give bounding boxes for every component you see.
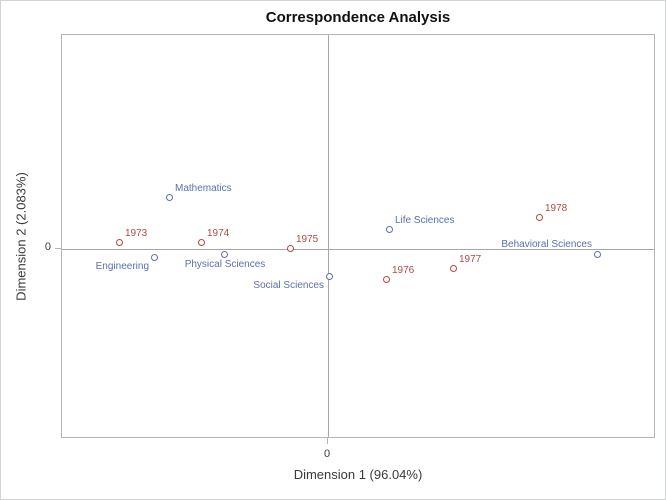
data-point-label: Physical Sciences: [184, 259, 266, 270]
data-point-label: 1978: [545, 203, 568, 214]
data-point-marker: [198, 239, 205, 246]
plot-area: 1973 1974 1975 1976 1977 1978 Mathematics Engin…: [61, 34, 655, 438]
x-axis-label: Dimension 1 (96.04%): [293, 467, 423, 482]
data-point-label: 1977: [459, 254, 482, 265]
y-axis-tick: [55, 248, 61, 249]
data-point-marker: [326, 273, 333, 280]
x-axis-tick: [327, 438, 328, 444]
data-point-label: Engineering: [95, 261, 149, 272]
data-point-marker: [116, 239, 123, 246]
y-axis-tick-label: 0: [44, 241, 51, 253]
data-point-marker: [386, 226, 393, 233]
y-axis-label: Dimension 2 (2.083%): [13, 172, 29, 301]
data-point-label: Behavioral Sciences: [501, 239, 592, 250]
data-point-label: 1976: [392, 265, 415, 276]
data-point-marker: [536, 214, 543, 221]
data-point-label: 1973: [125, 228, 148, 239]
data-point-marker: [166, 194, 173, 201]
data-point-marker: [594, 251, 601, 258]
data-point-marker: [287, 245, 294, 252]
data-point-marker: [151, 254, 158, 261]
data-point-marker: [221, 251, 228, 258]
data-point-label: Social Sciences: [253, 280, 324, 291]
data-point-label: Life Sciences: [395, 215, 455, 226]
data-point-marker: [383, 276, 390, 283]
x-axis-tick-label: 0: [323, 448, 331, 460]
data-point-label: 1975: [296, 234, 319, 245]
x-zero-reference-line: [328, 35, 329, 437]
y-zero-reference-line: [62, 249, 654, 250]
chart-title: Correspondence Analysis: [265, 9, 451, 26]
data-point-label: Mathematics: [175, 183, 232, 194]
data-point-marker: [450, 265, 457, 272]
data-point-label: 1974: [207, 228, 230, 239]
